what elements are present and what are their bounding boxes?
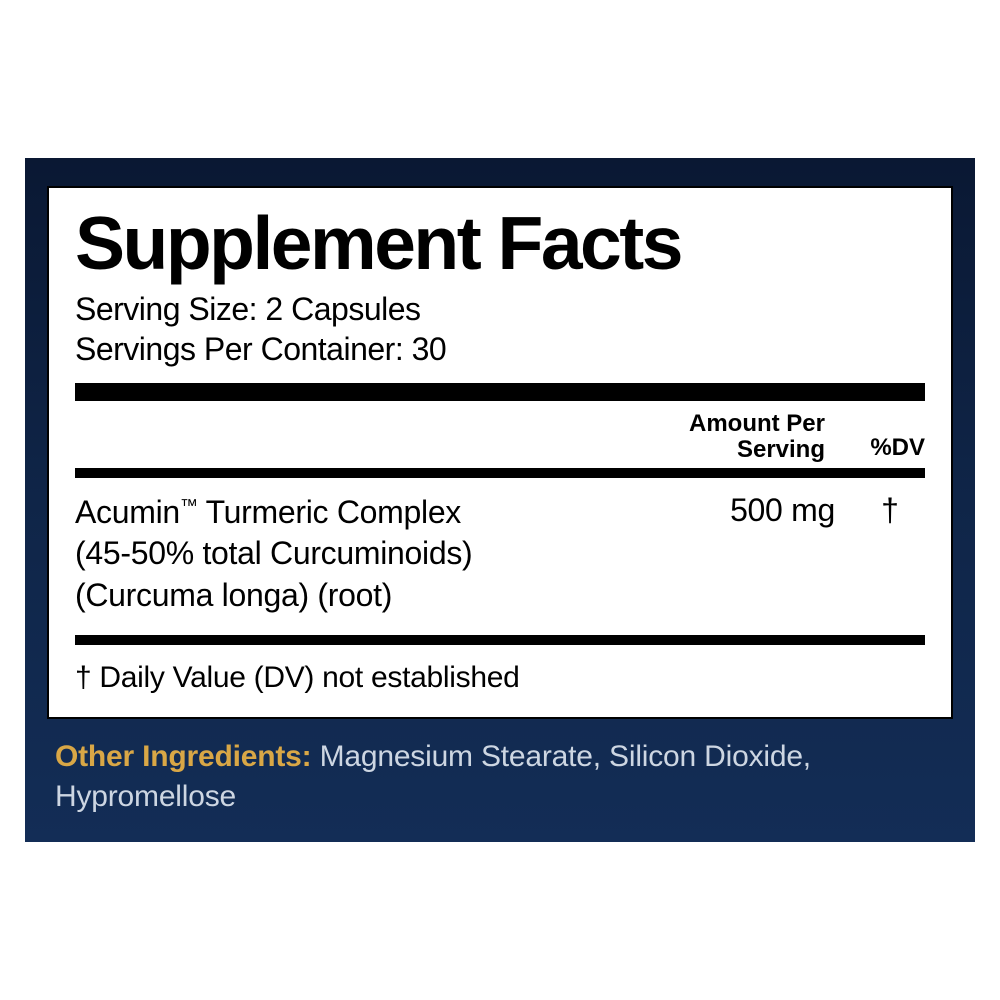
servings-per-container-line: Servings Per Container: 30 (75, 329, 925, 369)
dv-footnote: † Daily Value (DV) not established (75, 645, 925, 695)
ingredient-name: Acumin™ Turmeric Complex (45-50% total C… (75, 492, 685, 617)
panel-title: Supplement Facts (75, 206, 925, 281)
trademark-symbol: ™ (180, 495, 198, 515)
ingredient-amount: 500 mg (685, 492, 855, 529)
ingredient-name-line2: (45-50% total Curcuminoids) (75, 535, 472, 571)
column-header-dv: %DV (855, 434, 925, 462)
servings-per-container-value: 30 (412, 331, 447, 367)
ingredient-name-line3: (Curcuma longa) (root) (75, 577, 392, 613)
supplement-facts-panel: Supplement Facts Serving Size: 2 Capsule… (47, 186, 953, 718)
column-header-row: Amount Per Serving %DV (75, 401, 925, 467)
column-header-amount-line1: Amount Per (689, 410, 825, 437)
supplement-facts-container: Supplement Facts Serving Size: 2 Capsule… (25, 158, 975, 841)
rule-thick-top (75, 383, 925, 401)
column-header-amount-line2: Serving (737, 436, 825, 463)
rule-mid (75, 468, 925, 478)
ingredient-name-line1-pre: Acumin (75, 494, 180, 530)
ingredient-name-line1-post: Turmeric Complex (198, 494, 461, 530)
column-header-amount: Amount Per Serving (655, 411, 825, 461)
ingredient-row: Acumin™ Turmeric Complex (45-50% total C… (75, 478, 925, 635)
serving-size-label: Serving Size: (75, 291, 257, 327)
other-ingredients-label: Other Ingredients: (55, 740, 311, 773)
rule-mid-bottom (75, 635, 925, 645)
serving-size-line: Serving Size: 2 Capsules (75, 289, 925, 329)
servings-per-container-label: Servings Per Container: (75, 331, 403, 367)
serving-size-value: 2 Capsules (265, 291, 420, 327)
ingredient-dv: † (855, 492, 925, 529)
other-ingredients-line: Other Ingredients: Magnesium Stearate, S… (47, 719, 953, 818)
